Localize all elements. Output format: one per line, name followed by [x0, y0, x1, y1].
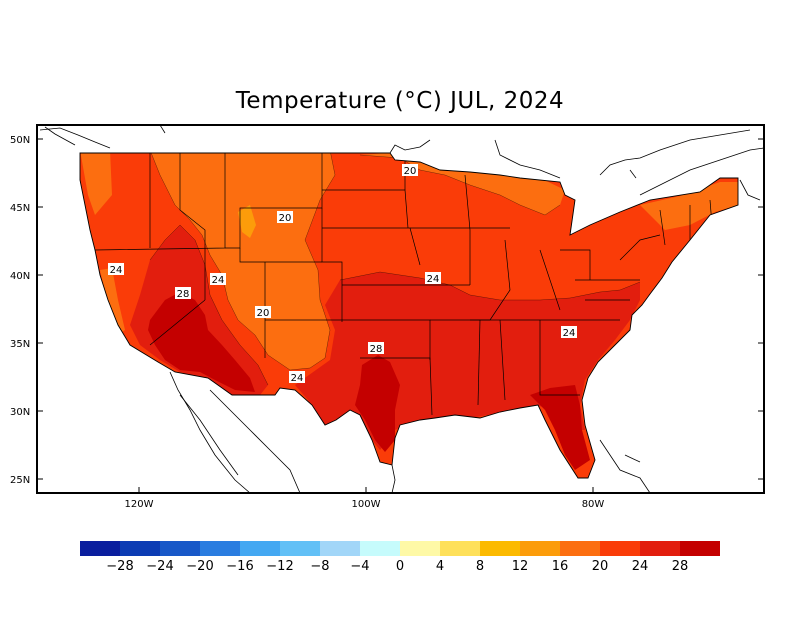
legend-label: −12	[266, 559, 293, 574]
legend-label: 20	[592, 559, 609, 574]
legend-label: −16	[226, 559, 253, 574]
legend-swatch	[120, 541, 160, 556]
legend-label: 24	[632, 559, 649, 574]
contour-label: 24	[108, 263, 124, 276]
state-borders	[94, 153, 713, 416]
legend-swatch	[320, 541, 360, 556]
legend-label: 8	[476, 559, 484, 574]
field-32c-texas	[355, 355, 400, 452]
legend-swatch	[80, 541, 120, 556]
contour-lines	[149, 153, 641, 386]
legend-label: −20	[186, 559, 213, 574]
legend-label: 16	[552, 559, 569, 574]
lat-label-35n: 35N	[10, 339, 30, 350]
svg-text:28: 28	[177, 289, 190, 300]
lat-label-25n: 25N	[10, 475, 30, 486]
contour-label: 28	[175, 287, 191, 300]
contour-label: 24	[210, 273, 226, 286]
svg-text:24: 24	[110, 265, 123, 276]
field-20c-rockies	[150, 153, 335, 370]
field-20c-north	[360, 153, 565, 215]
field-20c-northeast	[640, 182, 738, 230]
legend-label: −8	[310, 559, 329, 574]
svg-text:24: 24	[212, 275, 225, 286]
legend-swatch	[360, 541, 400, 556]
svg-text:20: 20	[257, 308, 270, 319]
field-32c-southwest	[148, 292, 255, 392]
legend-swatch	[280, 541, 320, 556]
lon-label-100w: 100W	[352, 499, 381, 510]
neighbor-coastlines	[39, 125, 764, 493]
legend-label: 12	[512, 559, 529, 574]
svg-text:24: 24	[427, 274, 440, 285]
lat-ticks: 50N 45N 40N 35N 30N 25N	[10, 135, 764, 486]
us-outline	[79, 152, 739, 479]
legend-label: −28	[106, 559, 133, 574]
lat-label-50n: 50N	[10, 135, 30, 146]
legend-swatch	[200, 541, 240, 556]
legend-label: −24	[146, 559, 173, 574]
legend-swatch	[520, 541, 560, 556]
svg-text:24: 24	[563, 328, 576, 339]
legend-swatch	[240, 541, 280, 556]
legend-swatch	[400, 541, 440, 556]
field-32c-southeast	[530, 385, 590, 470]
lon-label-120w: 120W	[125, 499, 154, 510]
contour-label: 24	[289, 371, 305, 384]
legend-swatch	[160, 541, 200, 556]
lat-label-30n: 30N	[10, 407, 30, 418]
legend-label: −4	[350, 559, 369, 574]
legend-swatch	[600, 541, 640, 556]
field-16c-idaho	[238, 205, 256, 238]
svg-text:24: 24	[291, 373, 304, 384]
lat-label-45n: 45N	[10, 203, 30, 214]
legend-swatch	[480, 541, 520, 556]
contour-label: 20	[402, 164, 418, 177]
contour-label: 24	[425, 272, 441, 285]
legend-label: 0	[396, 559, 404, 574]
svg-text:20: 20	[404, 166, 417, 177]
legend-swatch	[640, 541, 680, 556]
contour-label: 20	[255, 306, 271, 319]
legend-swatch	[680, 541, 720, 556]
contour-labels: 20 20 24 24 28 20 24 24 28 24	[108, 164, 577, 384]
lon-label-80w: 80W	[582, 499, 605, 510]
svg-text:20: 20	[279, 213, 292, 224]
legend-swatch	[560, 541, 600, 556]
contour-label: 24	[561, 326, 577, 339]
contour-label: 28	[368, 342, 384, 355]
field-20c-westcoast	[100, 268, 125, 335]
svg-text:28: 28	[370, 344, 383, 355]
legend-labels: −28 −24 −20 −16 −12 −8 −4 0 4 8 12 16 20 24 28	[106, 559, 688, 574]
field-20c-northwest	[80, 153, 112, 215]
map-frame	[36, 124, 765, 494]
contour-label: 20	[277, 211, 293, 224]
map-title: Temperature (°C) JUL, 2024	[235, 88, 565, 114]
legend-swatches	[80, 541, 720, 556]
lat-label-40n: 40N	[10, 271, 30, 282]
lon-ticks: 120W 100W 80W	[125, 487, 605, 510]
legend-swatch	[440, 541, 480, 556]
legend-label: 28	[672, 559, 689, 574]
legend-label: 4	[436, 559, 444, 574]
